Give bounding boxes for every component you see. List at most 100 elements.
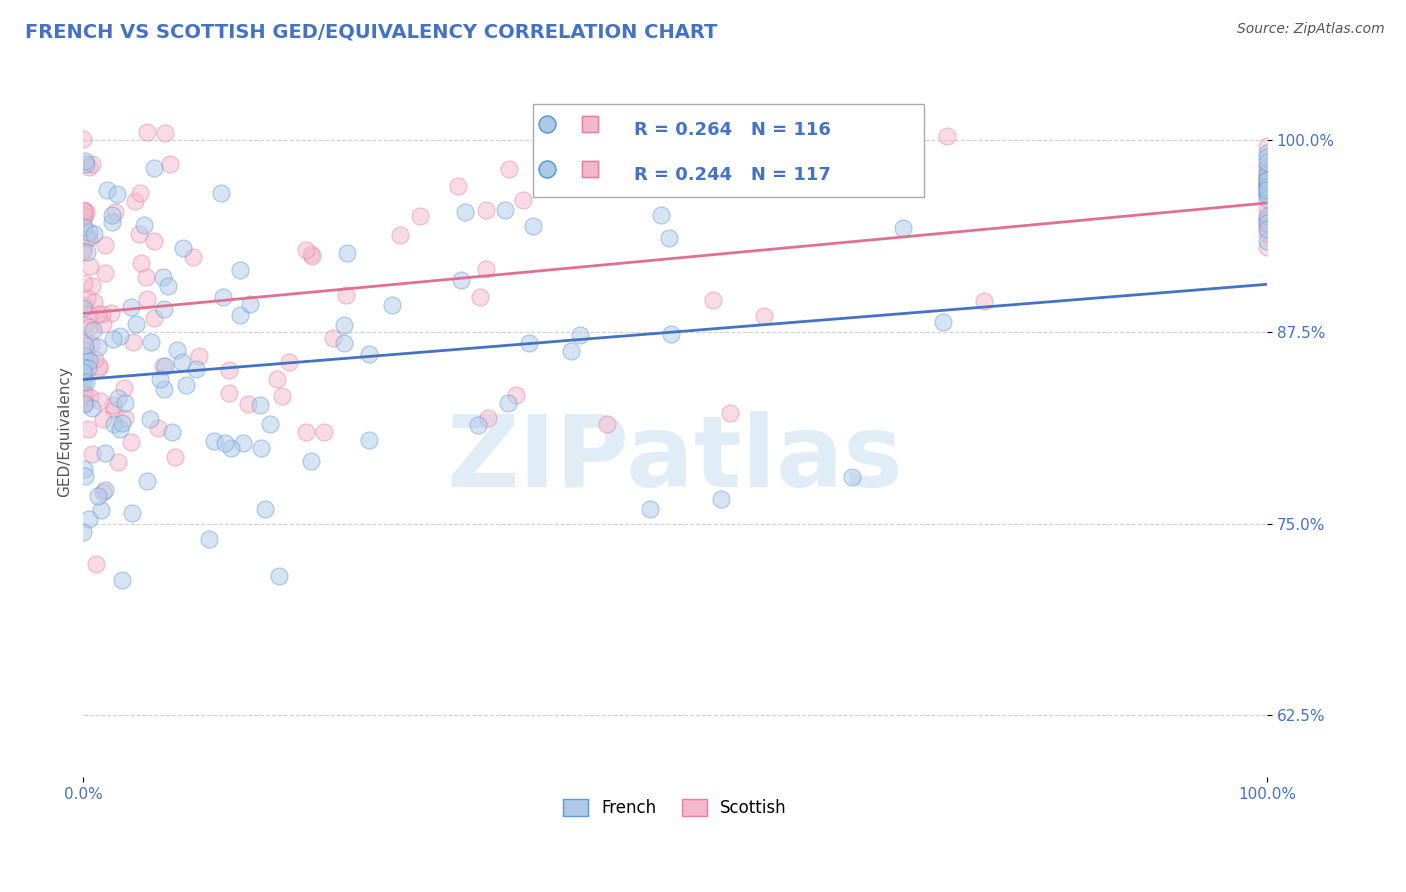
Point [104,205,127,219]
Point [101,208,124,222]
Point [108,422,131,436]
Point [153,359,176,373]
Point [1256,177,1278,191]
Point [76,360,98,375]
Point [1256,212,1278,227]
Point [139,412,162,426]
Point [1256,180,1278,194]
Point [135,474,157,488]
FancyBboxPatch shape [533,103,924,197]
Point [152,359,174,373]
Point [87,307,110,321]
Point [103,402,125,417]
Point [72,276,94,290]
Point [103,417,125,431]
Point [172,241,194,255]
Point [357,434,380,448]
Point [72,525,94,540]
Point [333,318,356,333]
Point [152,301,174,316]
Point [1256,220,1278,235]
Point [202,434,225,448]
Point [266,371,288,385]
Point [77,231,100,245]
Point [129,255,152,269]
Point [212,290,235,304]
Point [1256,234,1278,248]
Point [73,396,96,410]
Point [381,298,404,312]
Point [114,411,136,425]
Point [752,309,775,323]
Point [935,128,957,143]
Point [83,351,105,366]
Point [111,573,134,587]
Point [82,447,104,461]
Point [718,406,741,420]
Point [136,125,159,139]
Point [72,385,94,400]
Point [73,208,96,222]
Point [1256,179,1278,194]
Point [1256,160,1278,174]
Point [454,205,477,219]
Text: Source: ZipAtlas.com: Source: ZipAtlas.com [1237,22,1385,37]
Point [1256,183,1278,197]
Point [134,218,156,232]
Point [295,425,318,439]
Point [322,331,344,345]
Point [301,249,323,263]
Point [1256,174,1278,188]
Point [474,262,496,277]
Point [299,454,322,468]
Point [80,279,103,293]
Point [1256,188,1278,202]
Point [136,292,159,306]
Point [94,266,117,280]
Point [86,489,108,503]
Point [932,315,955,329]
Point [1256,155,1278,169]
Point [142,161,165,176]
Point [467,417,489,432]
Point [79,309,101,323]
Point [73,219,96,234]
Point [73,210,96,224]
Point [86,340,108,354]
Point [335,288,357,302]
Point [91,411,114,425]
Point [75,204,97,219]
Point [1256,240,1278,254]
Point [1256,202,1278,216]
Point [73,468,96,483]
Point [89,393,111,408]
Point [294,243,316,257]
Point [83,295,105,310]
Point [1256,226,1278,240]
Point [93,483,115,497]
Text: R = 0.264   N = 116: R = 0.264 N = 116 [634,121,831,139]
Point [107,391,129,405]
Point [250,441,273,455]
Point [228,308,250,322]
Point [359,347,381,361]
Point [299,247,322,261]
Point [174,378,197,392]
Point [1256,187,1278,202]
Point [91,317,114,331]
Point [72,360,94,375]
Point [72,375,94,389]
Point [120,300,142,314]
Point [120,434,142,449]
Point [76,230,98,244]
Point [128,227,150,242]
Point [1256,171,1278,186]
Point [1256,183,1278,197]
Point [181,251,204,265]
Point [114,396,136,410]
Point [77,353,100,368]
Point [105,187,128,202]
Point [891,221,914,235]
Point [229,263,252,277]
Point [477,410,499,425]
